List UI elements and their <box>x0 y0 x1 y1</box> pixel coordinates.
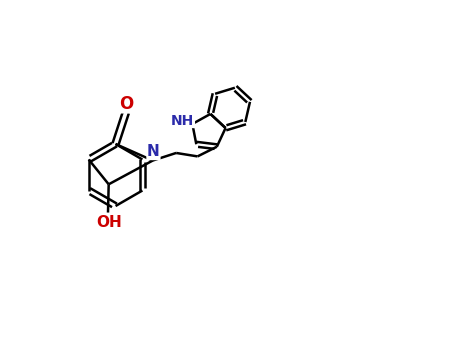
Text: NH: NH <box>171 113 194 127</box>
Text: OH: OH <box>96 215 121 230</box>
Text: N: N <box>147 145 160 159</box>
Text: O: O <box>119 95 133 113</box>
